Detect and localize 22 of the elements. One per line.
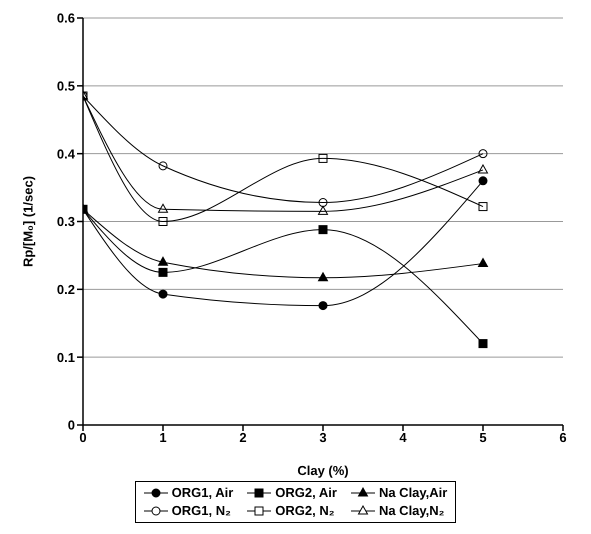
legend-label: ORG1, Air (172, 484, 234, 502)
x-tick-label: 1 (159, 430, 167, 446)
x-axis-title: Clay (%) (297, 463, 349, 478)
legend-label: ORG1, N₂ (172, 502, 231, 520)
x-tick-label: 6 (559, 430, 567, 446)
legend-label: Na Clay,Air (378, 484, 448, 502)
y-tick-label: 0.2 (56, 282, 75, 297)
x-tick-label: 0 (79, 430, 87, 446)
y-tick-label: 0.5 (56, 78, 75, 94)
y-tick-label: 0.1 (56, 350, 75, 365)
legend-label: ORG2, N₂ (275, 502, 335, 520)
x-tick-label: 2 (239, 430, 247, 446)
legend-label: ORG2, Air (275, 484, 337, 502)
x-tick-label: 4 (399, 430, 408, 446)
x-tick-label: 5 (479, 430, 487, 446)
y-axis-title: Rp/[M₀] (1/sec) (20, 176, 36, 268)
y-tick-label: 0.3 (56, 214, 75, 230)
y-tick-label: 0.6 (56, 10, 75, 26)
legend-label: Na Clay,N₂ (378, 502, 444, 520)
x-tick-label: 3 (319, 430, 327, 446)
y-tick-label: 0 (68, 418, 75, 433)
y-tick-label: 0.4 (56, 146, 76, 162)
